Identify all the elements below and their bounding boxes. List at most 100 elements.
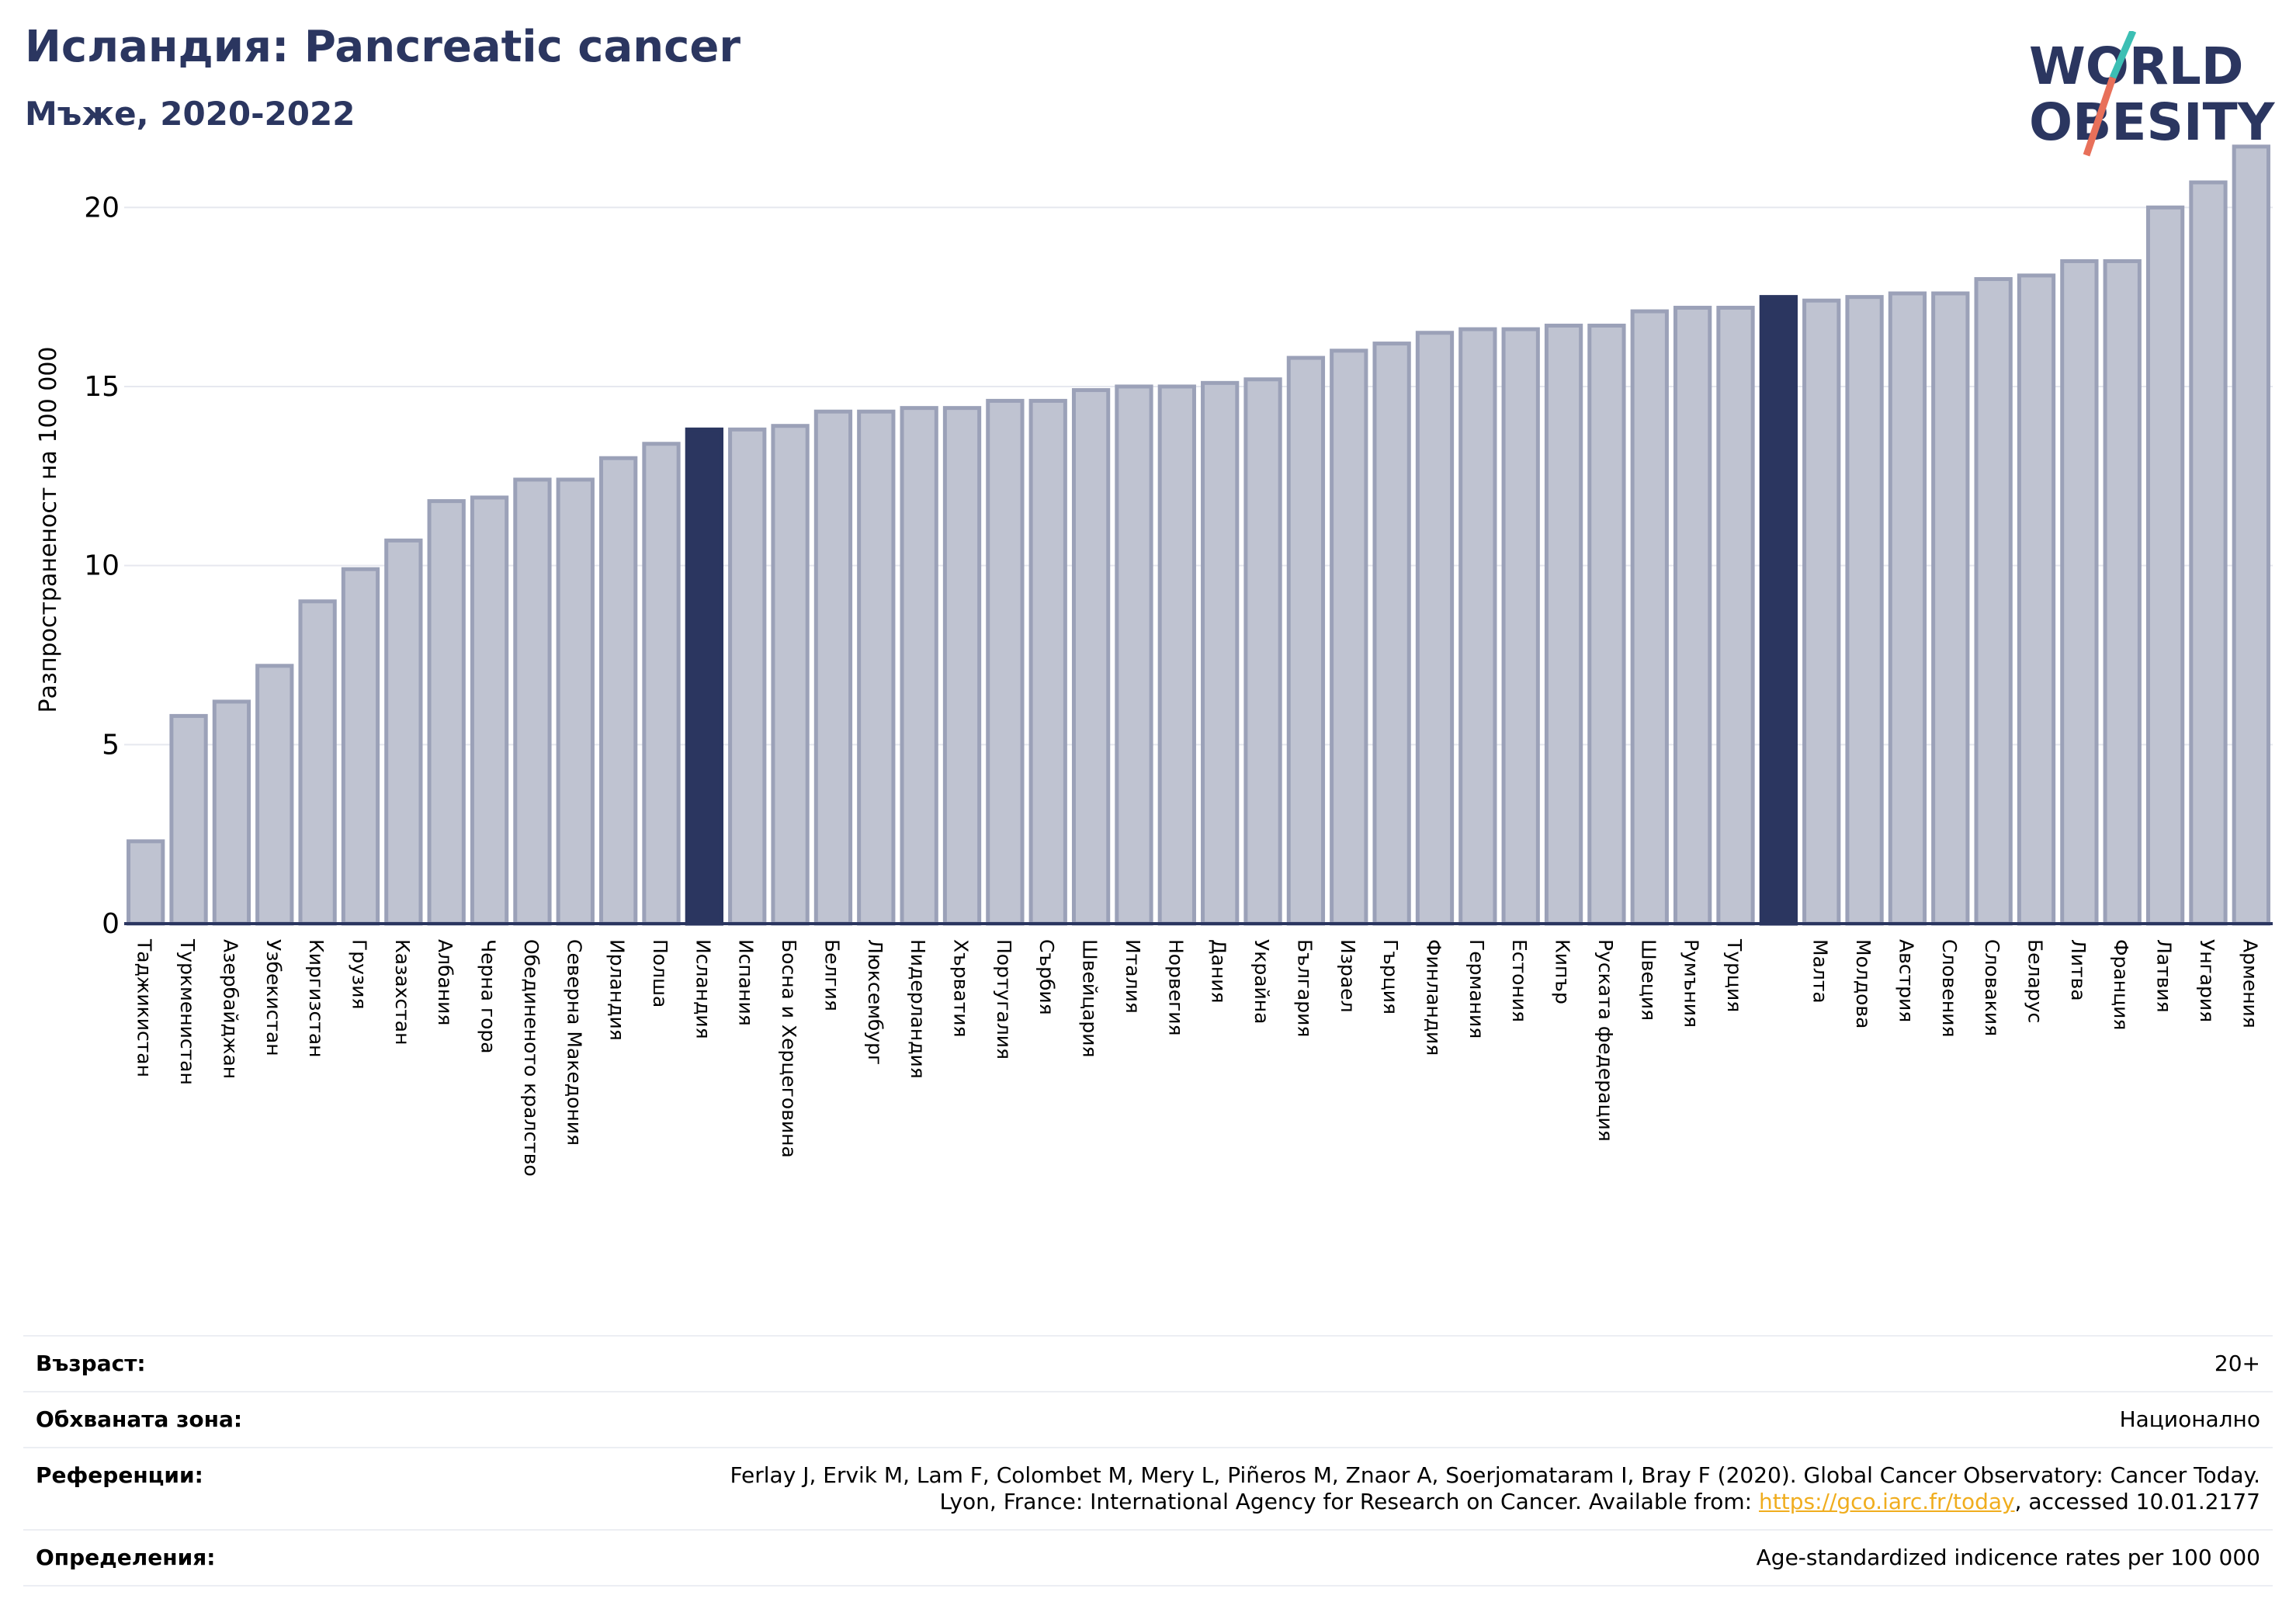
x-tick-label: Литва <box>2067 939 2090 1001</box>
bar <box>1330 349 1368 926</box>
x-tick-label: Исландия <box>692 939 714 1039</box>
coverage-value: Национално <box>2119 1406 2260 1432</box>
bar <box>127 839 165 926</box>
references-link[interactable]: https://gco.iarc.fr/today <box>1759 1489 2015 1514</box>
x-tick-label: Турция <box>1723 938 1746 1012</box>
x-tick-label: Австрия <box>1895 939 1917 1022</box>
x-tick-label: Грузия <box>348 939 370 1010</box>
x-tick-label: Босна и Херцеговина <box>778 939 800 1158</box>
bar <box>1888 291 1927 926</box>
bar <box>1115 384 1153 926</box>
x-tick-label: Молдова <box>1852 939 1875 1028</box>
x-tick-label: Гърция <box>1379 939 1402 1014</box>
x-tick-label: Норвегия <box>1164 939 1187 1036</box>
bar <box>2145 205 2185 926</box>
x-tick-label: Албания <box>434 939 456 1025</box>
x-tick-label: Люксембург <box>864 939 886 1065</box>
bar <box>1802 298 1841 926</box>
bar <box>1544 324 1583 926</box>
bar <box>1974 277 2013 926</box>
x-tick-label: Латвия <box>2153 939 2176 1013</box>
bar <box>642 442 681 926</box>
x-tick-label: Словакия <box>1981 939 2003 1036</box>
bar <box>212 699 251 926</box>
bar <box>2017 273 2056 926</box>
y-tick-label: 10 <box>84 550 120 582</box>
logo-slash-top <box>2109 31 2137 79</box>
bar <box>900 406 938 926</box>
bar <box>2232 144 2270 926</box>
bar <box>857 409 896 926</box>
bar <box>1931 291 1970 926</box>
bar <box>2103 258 2142 926</box>
logo-text-world: WORLD <box>2029 36 2244 96</box>
x-tick-label: Естония <box>1508 939 1531 1022</box>
x-tick-label: Обединеното кралство <box>520 939 543 1177</box>
bars <box>127 144 2270 926</box>
references-line2-post: , accessed 10.01.2177 <box>2014 1489 2260 1514</box>
x-tick-label: Украйна <box>1250 939 1273 1024</box>
y-axis-label: Разпространеност на 100 000 <box>35 347 62 713</box>
x-tick-label: Белгия <box>820 939 843 1011</box>
bar <box>1028 398 1067 926</box>
x-tick-label: Киргизстан <box>305 939 328 1058</box>
x-tick-label: Ирландия <box>606 939 629 1041</box>
meta-row-references: Референции: Ferlay J, Ervik M, Lam F, Co… <box>23 1447 2273 1529</box>
bar <box>1716 305 1755 926</box>
definitions-label: Определения: <box>36 1545 216 1570</box>
references-value: Ferlay J, Ervik M, Lam F, Colombet M, Me… <box>36 1462 2260 1515</box>
coverage-label: Обхваната зона: <box>36 1406 243 1432</box>
x-tick-label: Испания <box>735 939 758 1026</box>
x-tick-label: Израел <box>1337 939 1359 1013</box>
x-tick-label: Азербайджан <box>219 939 241 1079</box>
x-tick-label: Армения <box>2239 939 2261 1028</box>
x-tick-label: Узбекистан <box>262 939 285 1056</box>
x-tick-label: Хърватия <box>950 939 973 1038</box>
x-tick-label: Германия <box>1465 939 1488 1039</box>
age-value: 20+ <box>2214 1351 2260 1376</box>
y-tick-label: 0 <box>102 908 120 940</box>
bar <box>1372 342 1411 926</box>
bar <box>341 567 380 926</box>
x-tick-label: Северна Македония <box>563 939 585 1146</box>
bar <box>1845 295 1884 926</box>
x-tick-label: Франция <box>2110 939 2132 1030</box>
bar <box>556 477 595 926</box>
meta-row-coverage: Обхваната зона: Национално <box>23 1391 2273 1447</box>
bar <box>1415 331 1455 926</box>
bar <box>1759 295 1798 926</box>
y-tick-labels: 0 5 10 15 20 <box>84 192 120 940</box>
meta-row-definitions: Определения: Age-standardized indicence … <box>23 1529 2273 1587</box>
x-tick-label: Финландия <box>1422 939 1445 1056</box>
x-tick-label: Малта <box>1809 939 1832 1004</box>
x-tick-label: Полша <box>649 939 671 1007</box>
logo-text-obesity: OBESITY <box>2029 92 2276 152</box>
references-line1: Ferlay J, Ervik M, Lam F, Colombet M, Me… <box>730 1462 2260 1488</box>
x-tick-label: Унгария <box>2196 939 2218 1022</box>
bar-chart: 0 5 10 15 20 Таджикистан Туркменистан Азербайд… <box>35 144 2273 1177</box>
bar <box>986 398 1025 926</box>
x-tick-label: Румъния <box>1680 939 1703 1028</box>
bar <box>1630 309 1669 926</box>
bar <box>813 409 853 926</box>
x-tick-label: Словения <box>1938 939 1961 1037</box>
bar <box>1458 327 1497 926</box>
bar <box>1587 324 1626 926</box>
x-tick-label: Черна гора <box>477 939 500 1054</box>
bar <box>513 477 552 926</box>
age-label: Възраст: <box>36 1351 146 1376</box>
bar <box>1201 380 1240 926</box>
bar <box>1501 327 1540 926</box>
metadata-table: Възраст: 20+ Обхваната зона: Национално … <box>23 1335 2273 1587</box>
bar <box>298 599 337 926</box>
bar <box>384 538 423 926</box>
bar <box>427 499 466 926</box>
bar <box>2060 258 2099 926</box>
x-tick-label: Италия <box>1122 939 1144 1014</box>
bar <box>470 495 509 926</box>
bar <box>255 664 294 926</box>
meta-row-age: Възраст: 20+ <box>23 1335 2273 1391</box>
x-tick-label: Казахстан <box>391 939 414 1045</box>
references-line2-pre: Lyon, France: International Agency for R… <box>939 1489 1759 1514</box>
y-tick-label: 15 <box>84 371 120 403</box>
